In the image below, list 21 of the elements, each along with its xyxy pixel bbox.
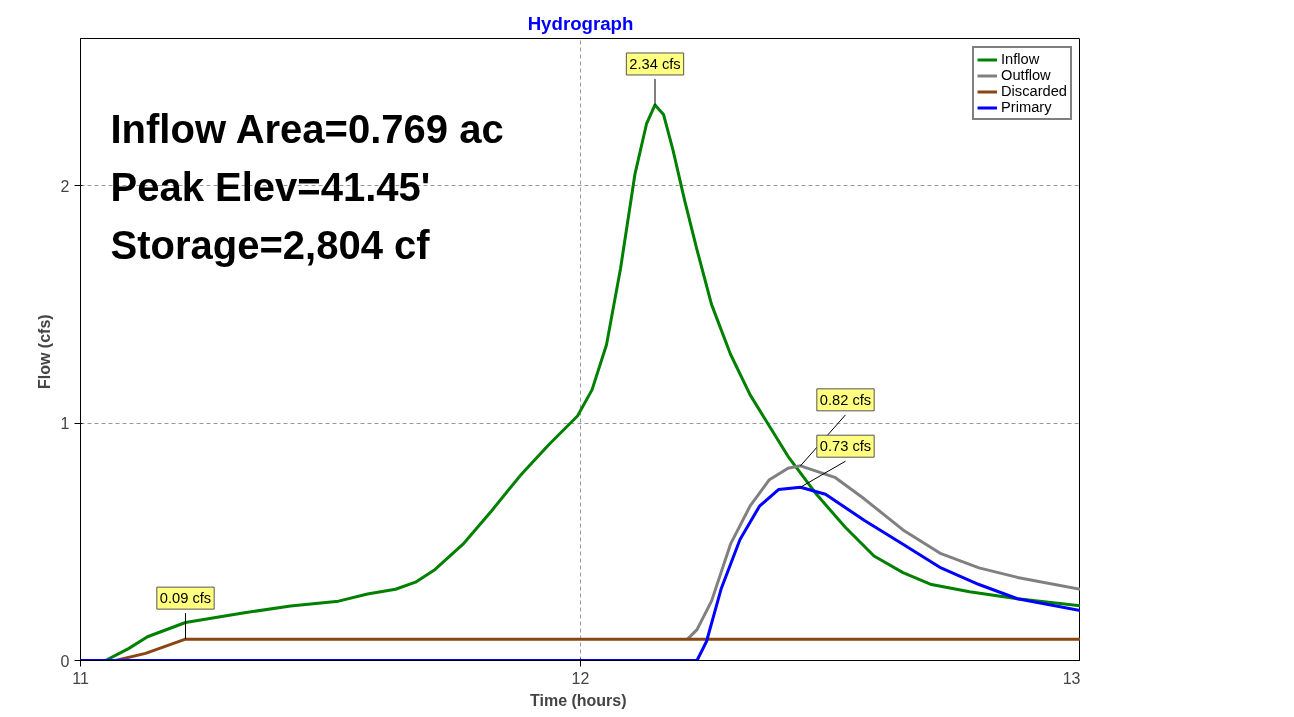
y-tick-label: 1	[60, 415, 70, 433]
annotation: 0.73 cfs	[819, 438, 872, 455]
x-axis-title: Time (hours)	[529, 691, 627, 709]
annotation: Storage=2,804 cf	[110, 222, 431, 267]
annotation: 2.34 cfs	[629, 55, 681, 72]
annotation: 0.82 cfs	[819, 391, 872, 408]
legend-label: Inflow	[1001, 51, 1040, 67]
x-tick-label: 11	[72, 669, 89, 687]
x-tick-label: 12	[571, 669, 590, 687]
legend-label: Primary	[1001, 99, 1052, 115]
legend-label: Outflow	[1001, 67, 1051, 83]
annotation: Peak Elev=41.45'	[110, 164, 431, 209]
y-tick-label: 0	[60, 652, 70, 670]
annotation: 0.09 cfs	[159, 590, 212, 607]
y-axis-title: Flow (cfs)	[35, 314, 53, 390]
x-tick-label: 13	[1062, 669, 1081, 687]
chart-title: Hydrograph	[527, 12, 634, 34]
line-series	[686, 464, 1080, 641]
y-tick-label: 2	[60, 177, 70, 195]
annotation: Inflow Area=0.769 ac	[110, 106, 504, 151]
legend-label: Discarded	[1001, 83, 1067, 99]
